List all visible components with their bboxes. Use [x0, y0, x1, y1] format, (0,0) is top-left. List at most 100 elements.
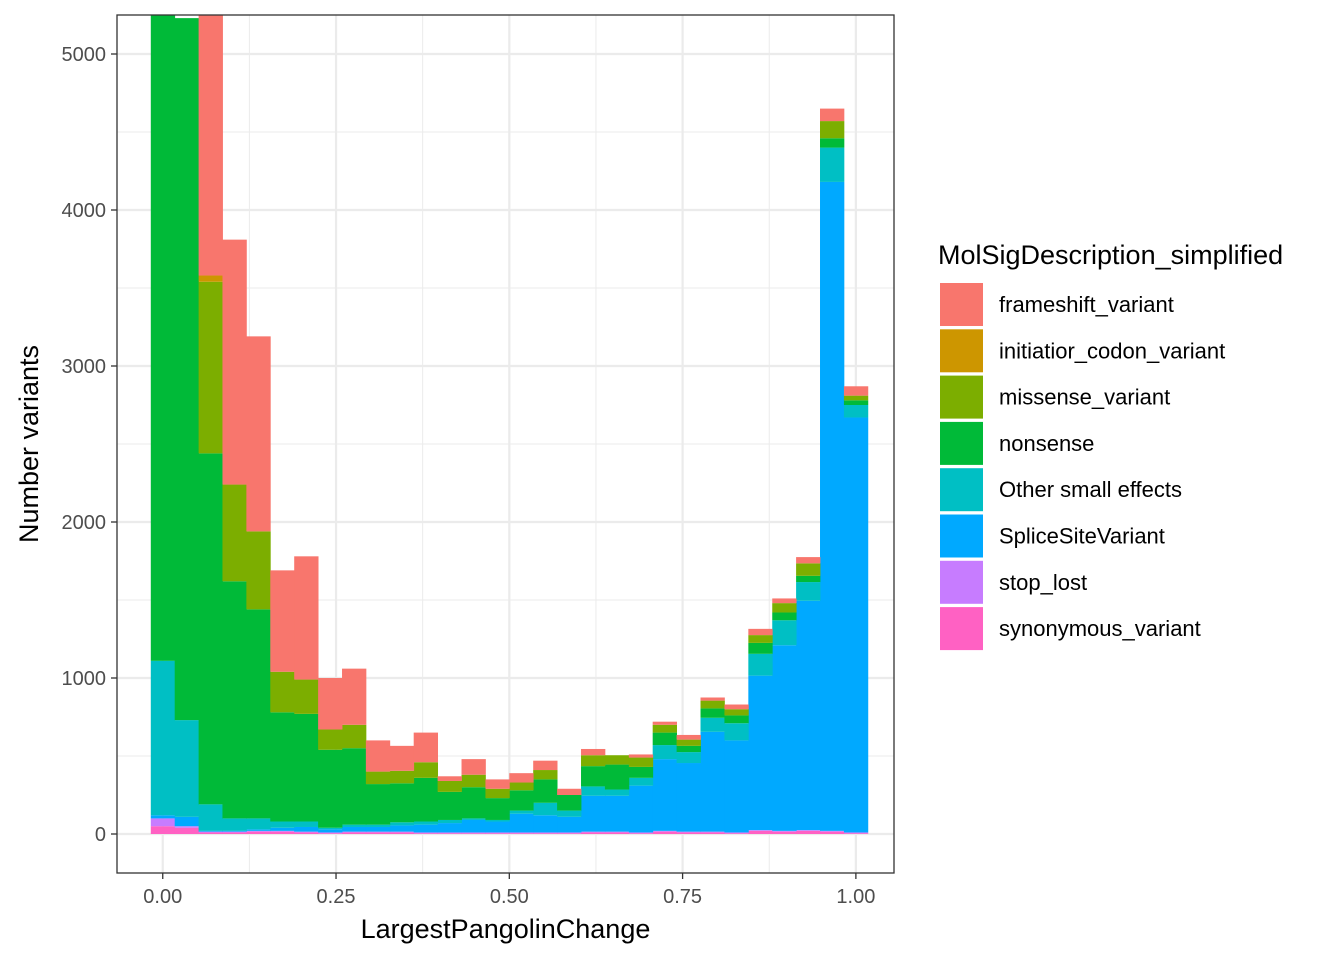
- bar-segment: [748, 653, 773, 676]
- series-initiatior_codon_variant: [198, 275, 223, 282]
- bar-segment: [843, 832, 869, 834]
- bar-segment: [342, 831, 367, 833]
- bar-segment: [246, 830, 271, 832]
- bar-segment: [174, 826, 200, 828]
- bar-segment: [437, 832, 462, 834]
- y-tick-label: 0: [95, 824, 106, 846]
- bar-segment: [652, 831, 677, 834]
- bar-segment: [700, 731, 725, 832]
- bar-segment: [724, 715, 749, 724]
- bar-segment: [246, 336, 271, 532]
- bar-segment: [294, 679, 319, 714]
- bar-segment: [294, 556, 319, 680]
- bar-segment: [270, 712, 295, 822]
- bar-segment: [796, 582, 821, 601]
- bar-segment: [533, 779, 558, 803]
- bar-segment: [342, 824, 367, 827]
- bar-segment: [748, 628, 773, 636]
- bar-segment: [652, 721, 677, 725]
- y-tick-label: 4000: [62, 200, 107, 222]
- bar-segment: [700, 832, 725, 834]
- bar-segment: [150, 660, 176, 816]
- legend-key: [940, 468, 983, 512]
- bar-segment: [724, 740, 749, 833]
- bar-segment: [724, 704, 749, 710]
- bar-segment: [557, 810, 582, 817]
- bar-segment: [270, 831, 295, 834]
- bar-segment: [581, 831, 606, 833]
- bar-segment: [342, 748, 367, 825]
- bar-segment: [246, 531, 271, 610]
- bar-segment: [509, 833, 534, 834]
- bar-segment: [676, 745, 701, 753]
- bar-segment: [318, 829, 343, 833]
- bar-segment: [246, 829, 271, 831]
- bar-segment: [318, 749, 343, 828]
- bar-segment: [652, 732, 677, 746]
- bar-segment: [198, 453, 223, 805]
- bar-segment: [365, 784, 391, 825]
- bar-segment: [222, 484, 247, 582]
- bar-segment: [796, 557, 821, 564]
- bar-segment: [581, 795, 606, 832]
- bar-segment: [294, 713, 319, 822]
- bar-segment: [437, 791, 462, 820]
- bar-segment: [533, 815, 558, 833]
- bar-segment: [820, 181, 845, 831]
- bar-segment: [796, 563, 821, 576]
- bar-segment: [772, 645, 797, 831]
- bar-segment: [365, 832, 391, 834]
- stacked-bars: [150, 15, 869, 834]
- bar-segment: [437, 776, 462, 781]
- series-frameshift_variant: [198, 15, 869, 795]
- legend-key: [940, 560, 983, 604]
- bar-segment: [676, 763, 701, 832]
- bar-segment: [581, 832, 606, 834]
- bar-segment: [676, 734, 701, 740]
- bar-segment: [820, 830, 845, 832]
- bar-segment: [365, 771, 391, 785]
- bar-segment: [628, 777, 654, 786]
- bar-segment: [557, 795, 582, 811]
- bar-segment: [604, 795, 630, 832]
- legend-key: [940, 421, 983, 465]
- series-Other small effects: [150, 147, 869, 831]
- bar-segment: [843, 405, 869, 418]
- bar-segment: [246, 609, 271, 819]
- bar-segment: [461, 774, 486, 788]
- bar-segment: [724, 723, 749, 741]
- bar-segment: [485, 788, 510, 799]
- bar-segment: [652, 830, 677, 832]
- y-tick-label: 5000: [62, 44, 107, 66]
- legend-label: synonymous_variant: [999, 616, 1201, 641]
- bar-segment: [509, 790, 534, 811]
- series-synonymous_variant: [150, 826, 869, 834]
- x-tick-label: 0.50: [490, 886, 529, 908]
- bar-segment: [222, 830, 247, 832]
- bar-segment: [174, 816, 200, 827]
- bar-segment: [437, 780, 462, 792]
- bar-segment: [198, 275, 223, 282]
- bar-segment: [533, 770, 558, 780]
- x-tick-label: 1.00: [836, 886, 875, 908]
- bar-segment: [509, 832, 534, 834]
- bar-segment: [843, 395, 869, 401]
- bar-segment: [700, 700, 725, 709]
- legend-key: [940, 283, 983, 326]
- legend-label: initiatior_codon_variant: [999, 338, 1225, 363]
- bar-segment: [820, 121, 845, 139]
- bar-segment: [318, 833, 343, 834]
- bar-segment: [413, 824, 439, 833]
- legend-key: [940, 514, 983, 558]
- bar-segment: [796, 830, 821, 834]
- bar-segment: [174, 18, 200, 721]
- bar-segment: [437, 823, 462, 833]
- bar-segment: [772, 620, 797, 646]
- bar-segment: [222, 818, 247, 831]
- bar-segment: [150, 815, 176, 819]
- bar-segment: [413, 833, 439, 834]
- bar-segment: [222, 832, 247, 834]
- bar-segment: [748, 830, 773, 831]
- series-nonsense: [150, 15, 869, 828]
- bar-segment: [150, 15, 176, 661]
